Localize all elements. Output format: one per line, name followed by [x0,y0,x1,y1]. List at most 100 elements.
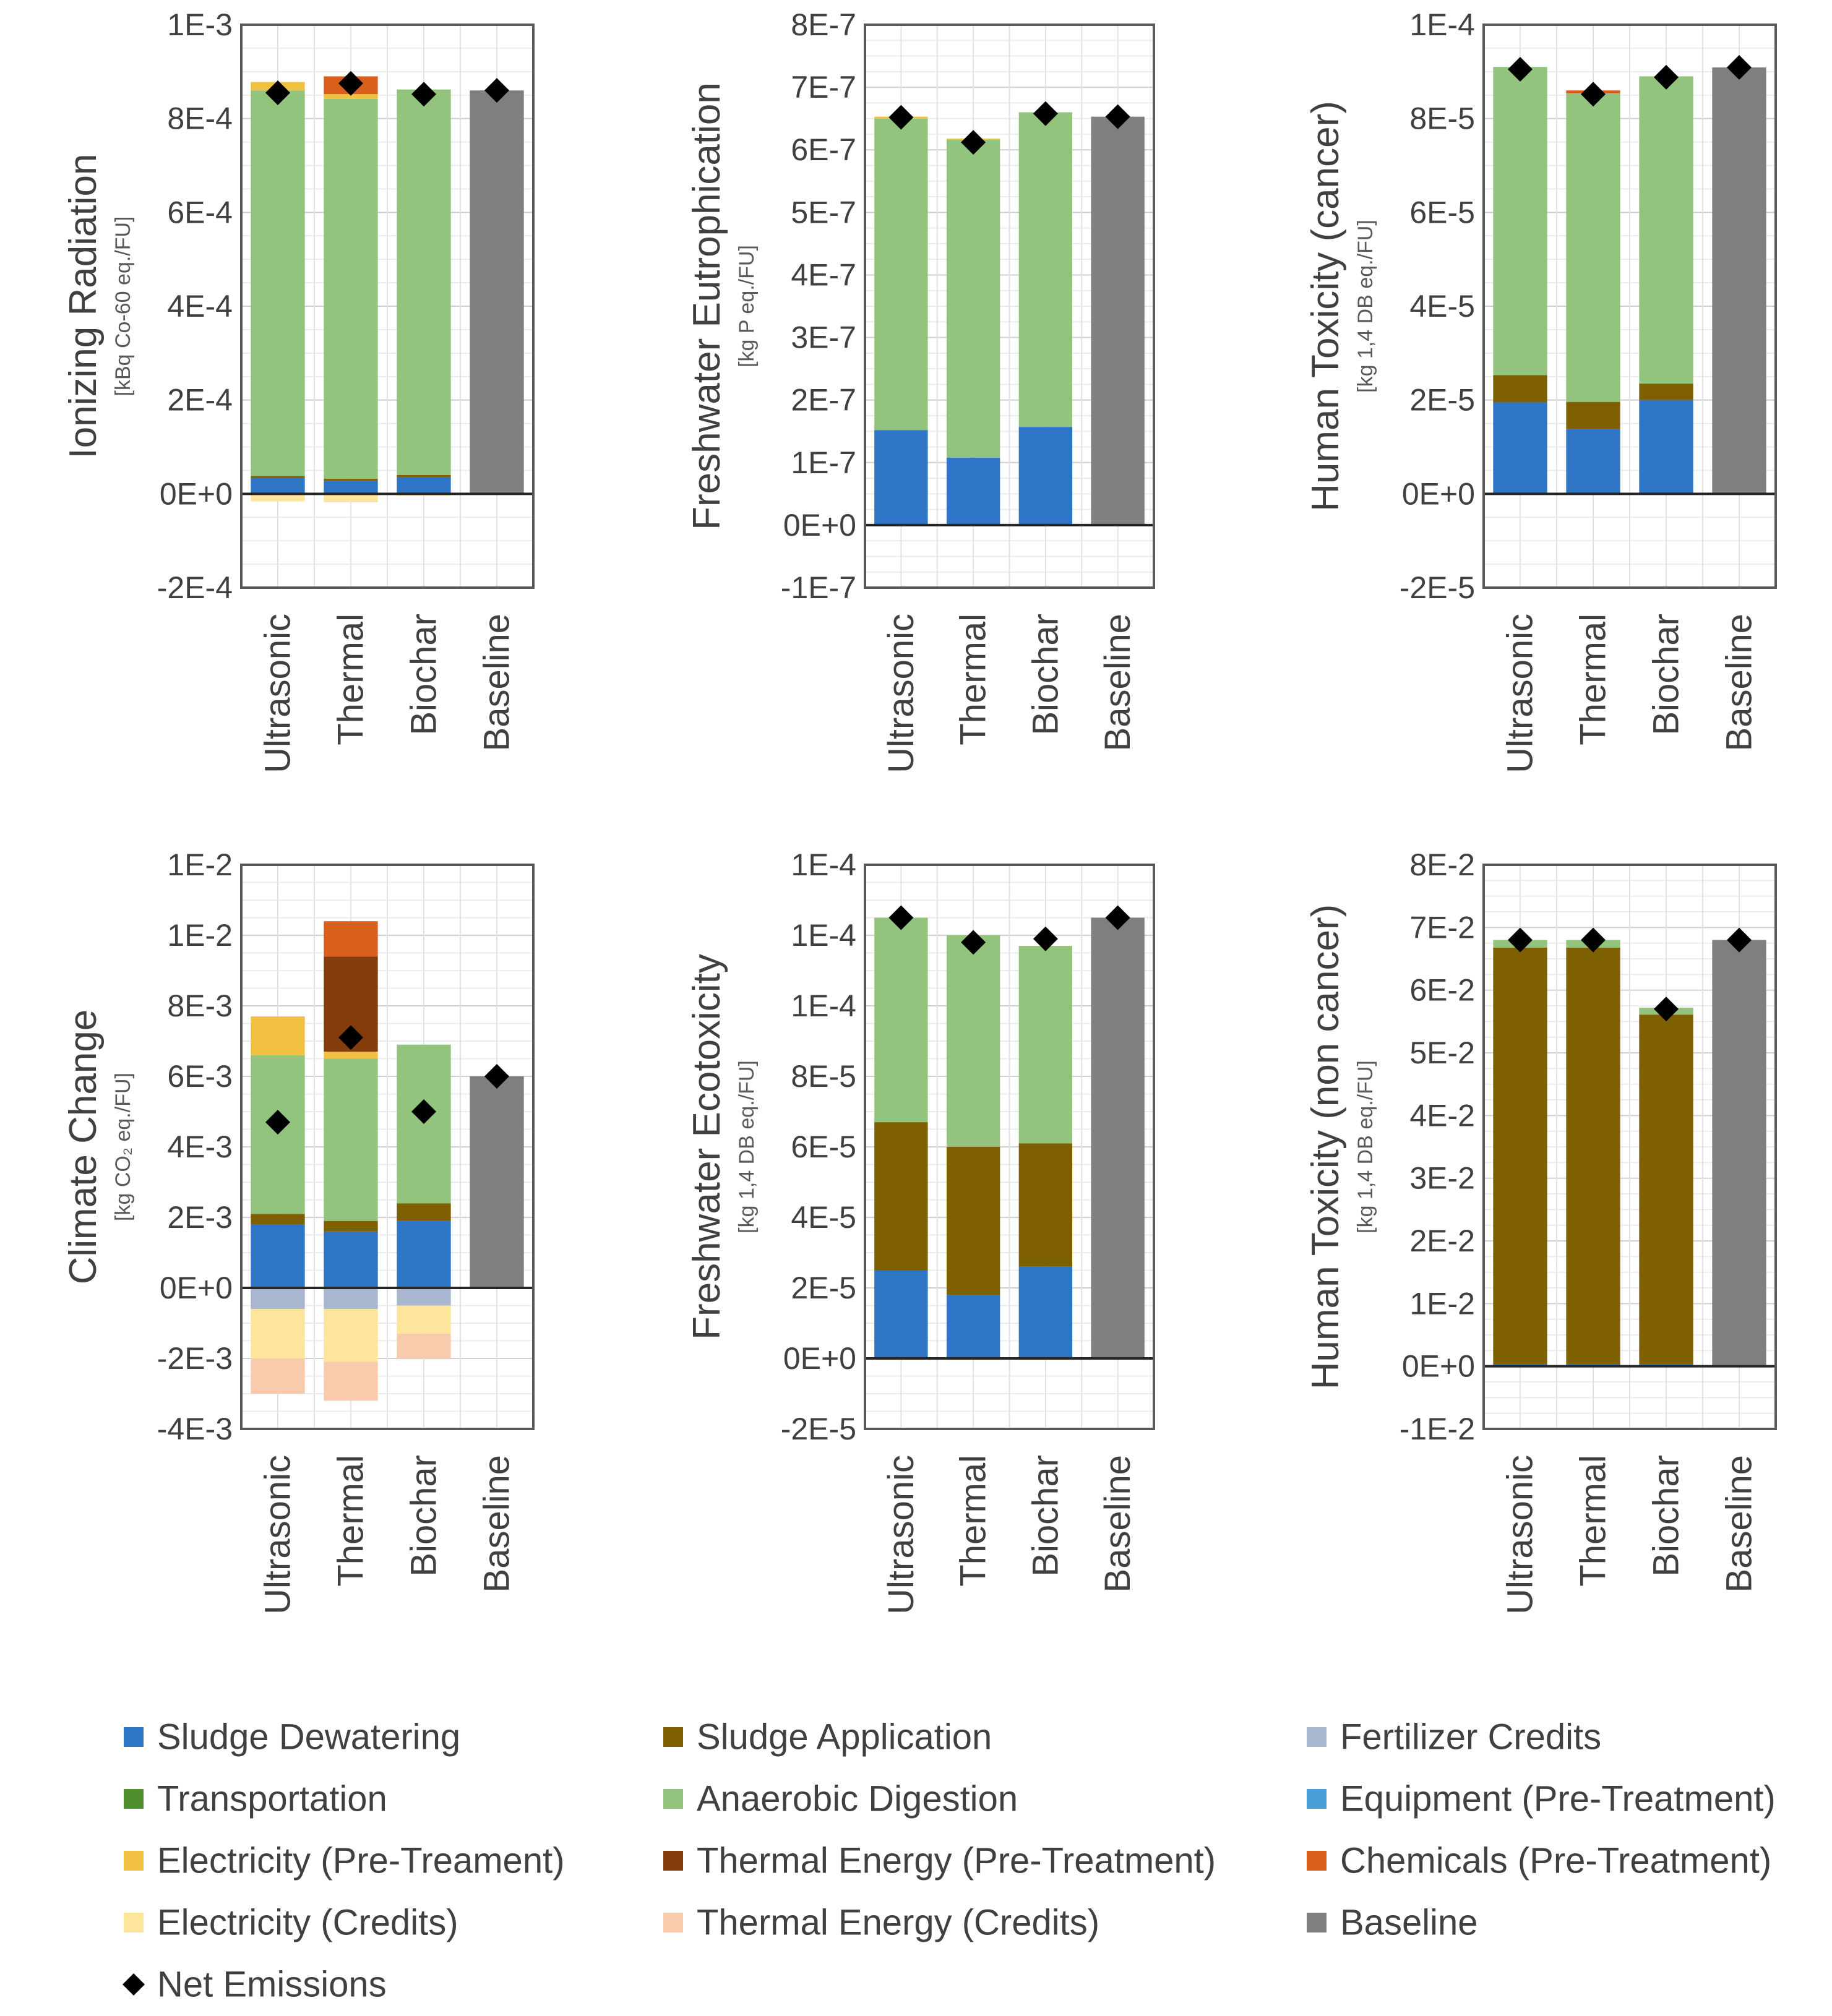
y-tick-label: 4E-7 [791,257,856,292]
legend-label: Thermal Energy (Credits) [697,1903,1099,1943]
bar-segment-thermal-energy-credits [324,1362,378,1401]
bar-segment-sludge-dewatering [324,1231,378,1288]
bar-segment-sludge-application [324,479,378,481]
bar-segment-electricity-pre-treament [324,94,378,99]
category-label: Thermal [953,1455,994,1587]
bar-segment-sludge-dewatering [1018,427,1073,525]
bar-segment-sludge-application [1639,384,1693,400]
bar-segment-thermal-energy-credits [251,1358,305,1394]
y-tick-label: 8E-5 [791,1059,856,1094]
y-tick-label: 8E-2 [1409,847,1475,882]
y-tick-label: 6E-5 [791,1130,856,1164]
category-label: Baseline [1719,614,1760,751]
legend-item: Anaerobic Digestion [663,1779,1018,1819]
y-tick-label: 4E-2 [1409,1098,1475,1133]
bar-segment-sludge-dewatering [1639,400,1693,494]
net-emissions-marker [1508,57,1533,82]
y-tick-label: 2E-7 [791,383,856,418]
chart-panel: Ultrasonic Thermal Biochar Baseline -1E-2 0E+… [1304,847,1777,1615]
legend-label: Equipment (Pre-Treatment) [1340,1779,1776,1819]
plot-frame [1482,864,1777,1430]
y-tick-label: 4E-3 [167,1130,233,1164]
bar-segment-anaerobic-digestion [946,935,1000,1147]
net-emissions-marker [961,130,986,155]
y-axis-title: Climate Change [62,1010,105,1285]
plot-frame [1482,24,1777,589]
bar-segment-baseline [1091,917,1145,1358]
bar-segment-sludge-application [251,1214,305,1225]
bar-segment-sludge-dewatering [946,1295,1000,1358]
category-label: Thermal [331,1455,371,1587]
category-label: Biochar [1025,1455,1065,1577]
y-tick-label: 1E-4 [791,989,856,1023]
y-tick-label: -2E-3 [157,1341,233,1376]
y-tick-label: 5E-7 [791,195,856,229]
y-tick-label: 1E-2 [167,847,233,882]
net-emissions-marker [1033,101,1058,126]
bar-segment-anaerobic-digestion [397,89,451,475]
net-emissions-marker [1727,55,1752,80]
y-tick-label: 2E-3 [167,1200,233,1235]
bar-segment-anaerobic-digestion [946,140,1000,458]
net-emissions-marker [338,1025,363,1050]
y-tick-label: 1E-3 [167,7,233,42]
y-axis-title: Human Toxicity (cancer) [1304,101,1347,512]
bar-segment-anaerobic-digestion [874,917,928,1123]
y-tick-label: 8E-7 [791,7,856,42]
net-emissions-marker [1727,927,1752,953]
y-tick-label: -2E-5 [781,1412,856,1446]
bar-segment-thermal-energy-credits [397,1334,451,1358]
bar-segment-baseline [470,1076,524,1288]
legend-label: Baseline [1340,1903,1477,1943]
legend-swatch [124,1727,144,1747]
bar-segment-electricity-credits [397,1305,451,1334]
bar-segment-sludge-dewatering [1018,1266,1073,1358]
chart-panel: Ultrasonic Thermal Biochar Baseline -2E-5 0E+… [686,847,1155,1615]
bar-segment-sludge-application [1018,1143,1073,1267]
bar-segment-sludge-dewatering [874,1270,928,1358]
net-emissions-marker [123,1973,145,1996]
net-emissions-marker [961,930,986,955]
net-emissions-marker [1105,104,1130,129]
y-tick-label: 0E+0 [783,508,856,543]
net-emissions-marker [265,1110,290,1135]
legend-swatch [124,1913,144,1932]
y-tick-label: 2E-2 [1409,1224,1475,1258]
y-axis-title: Human Toxicity (non cancer) [1304,904,1347,1390]
legend-label: Electricity (Credits) [157,1903,458,1943]
chart-panel: Ultrasonic Thermal Biochar Baseline -2E-5 0E+… [1304,7,1777,773]
bar-segment-sludge-application [397,1203,451,1221]
legend-label: Anaerobic Digestion [697,1779,1018,1819]
net-emissions-marker [1508,927,1533,953]
bar-segment-sludge-application [1639,1014,1693,1365]
y-tick-label: -1E-7 [781,570,856,605]
net-emissions-marker [1654,997,1679,1022]
net-emissions-marker [484,78,509,103]
net-emissions-marker [1581,82,1606,107]
net-emissions-marker [888,905,914,930]
bar-segment-anaerobic-digestion [1493,67,1547,375]
bar-segment-baseline [470,90,524,494]
legend-item: Equipment (Pre-Treatment) [1307,1779,1776,1819]
bar-segment-sludge-application [1566,401,1620,429]
y-tick-label: 7E-7 [791,70,856,105]
legend-swatch [663,1913,683,1932]
category-label: Biochar [404,614,444,736]
y-tick-label: 6E-3 [167,1059,233,1094]
category-label: Thermal [1573,614,1614,745]
bar-segment-sludge-application [874,1122,928,1271]
bar-segment-anaerobic-digestion [1566,93,1620,402]
bar-segment-anaerobic-digestion [1018,112,1073,427]
bar-segment-chemicals-pre-treatment [324,921,378,957]
bar-segment-sludge-application [1493,375,1547,403]
legend-swatch [663,1789,683,1809]
y-tick-label: 2E-5 [791,1271,856,1305]
y-tick-label: 1E-4 [791,918,856,953]
y-tick-label: -2E-5 [1400,570,1475,605]
y-tick-label: 1E-4 [1409,7,1475,42]
plot-frame [864,24,1155,589]
category-label: Biochar [404,1455,444,1577]
y-tick-label: 3E-2 [1409,1161,1475,1196]
legend-item: Thermal Energy (Pre-Treatment) [663,1841,1216,1881]
